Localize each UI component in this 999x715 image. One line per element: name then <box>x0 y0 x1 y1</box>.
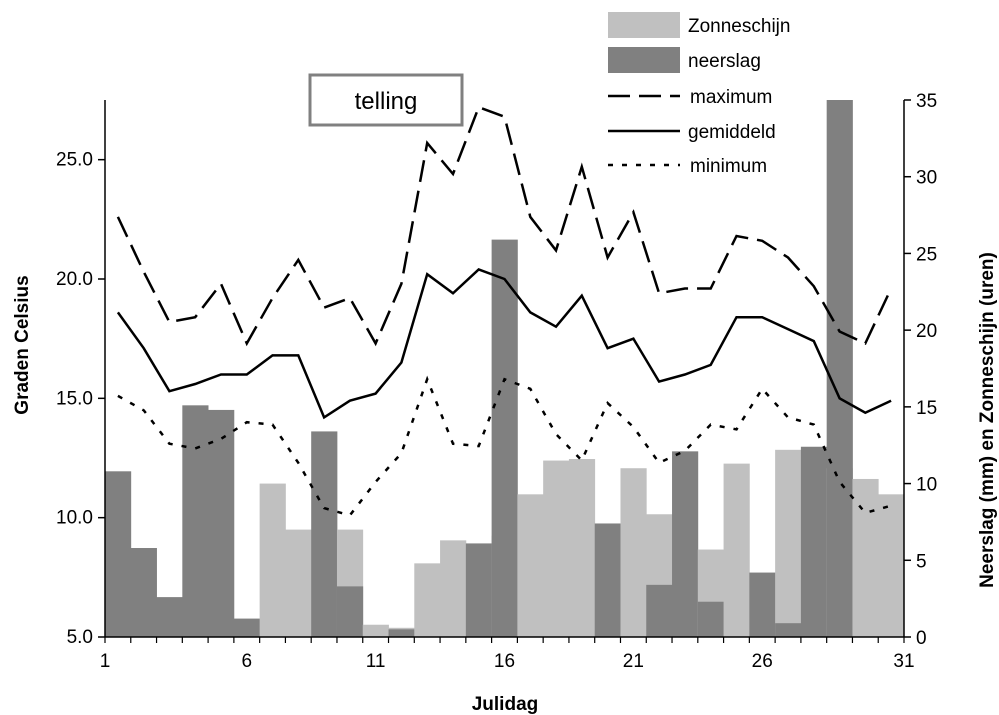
bar-neerslag <box>233 618 261 637</box>
bar-zonneschijn <box>414 563 441 637</box>
bar-neerslag <box>594 523 621 637</box>
bar-zonneschijn <box>517 494 544 637</box>
y-right-tick-label: 5 <box>916 551 927 572</box>
y-left-tick-label: 15.0 <box>56 388 93 409</box>
bar-neerslag <box>130 548 157 637</box>
bar-neerslag <box>749 572 776 637</box>
y-left-tick-label: 25.0 <box>56 150 93 171</box>
bars-layer <box>105 100 905 637</box>
bar-zonneschijn <box>259 483 286 637</box>
x-tick-label: 26 <box>752 651 773 672</box>
bar-neerslag <box>826 100 853 637</box>
legend-swatch-zonneschijn <box>608 12 680 38</box>
y-right-tick-label: 30 <box>916 168 937 189</box>
x-tick-label: 11 <box>366 651 386 672</box>
legend-label-zonneschijn: Zonneschijn <box>688 16 790 37</box>
annotation-box <box>308 73 464 127</box>
legend-swatch-neerslag <box>608 47 680 73</box>
bar-neerslag <box>491 239 518 637</box>
line-gemiddeld <box>116 268 892 420</box>
lines-layer <box>116 105 893 517</box>
y-left-tick-label: 5.0 <box>67 627 93 648</box>
bar-neerslag <box>646 584 673 637</box>
bar-zonneschijn <box>285 529 312 637</box>
bar-zonneschijn <box>543 460 570 637</box>
x-axis-title: Julidag <box>472 694 539 715</box>
x-tick-label: 16 <box>494 651 515 672</box>
y-right-tick-label: 25 <box>916 244 937 265</box>
bar-neerslag <box>311 431 338 637</box>
y-right-tick-label: 0 <box>916 628 927 649</box>
line-maximum <box>116 105 893 347</box>
y-left-tick-label: 10.0 <box>56 508 93 529</box>
bar-neerslag <box>105 471 132 637</box>
bar-zonneschijn <box>852 478 879 637</box>
y-left-tick-label: 20.0 <box>56 269 93 290</box>
bar-neerslag <box>672 451 699 637</box>
y-right-tick-label: 10 <box>916 475 937 496</box>
annotation-text: telling <box>355 88 418 115</box>
legend-label-minimum: minimum <box>690 156 767 177</box>
y-right-axis-title: Neerslag (mm) en Zonneschijn (uren) <box>977 252 998 588</box>
bar-neerslag <box>156 597 183 637</box>
y-right-tick-label: 15 <box>916 398 937 419</box>
x-tick-label: 21 <box>623 651 644 672</box>
y-left-axis-title: Graden Celsius <box>12 275 33 414</box>
bar-neerslag <box>208 409 235 637</box>
bar-neerslag <box>182 405 209 637</box>
x-tick-label: 1 <box>100 651 111 672</box>
legend-label-maximum: maximum <box>690 87 772 108</box>
bar-zonneschijn <box>362 624 389 637</box>
y-right-tick-label: 20 <box>916 321 937 342</box>
x-tick-label: 31 <box>893 651 914 672</box>
bar-zonneschijn <box>568 459 596 637</box>
legend-label-neerslag: neerslag <box>688 51 761 72</box>
bar-neerslag <box>697 601 724 637</box>
legend-label-gemiddeld: gemiddeld <box>688 122 776 143</box>
bar-zonneschijn <box>775 449 802 637</box>
legend: Zonneschijn neerslag maximum gemiddeld m… <box>608 12 790 177</box>
bar-neerslag <box>465 543 493 637</box>
bar-zonneschijn <box>878 494 905 637</box>
bar-zonneschijn <box>620 468 647 637</box>
bar-neerslag <box>800 446 828 637</box>
bar-neerslag <box>336 586 364 637</box>
line-minimum <box>117 375 892 517</box>
bar-neerslag <box>388 629 415 637</box>
bar-zonneschijn <box>723 463 750 637</box>
x-tick-label: 6 <box>241 651 252 672</box>
y-right-tick-label: 35 <box>916 91 937 112</box>
bar-neerslag <box>775 623 802 637</box>
bar-zonneschijn <box>440 540 467 637</box>
